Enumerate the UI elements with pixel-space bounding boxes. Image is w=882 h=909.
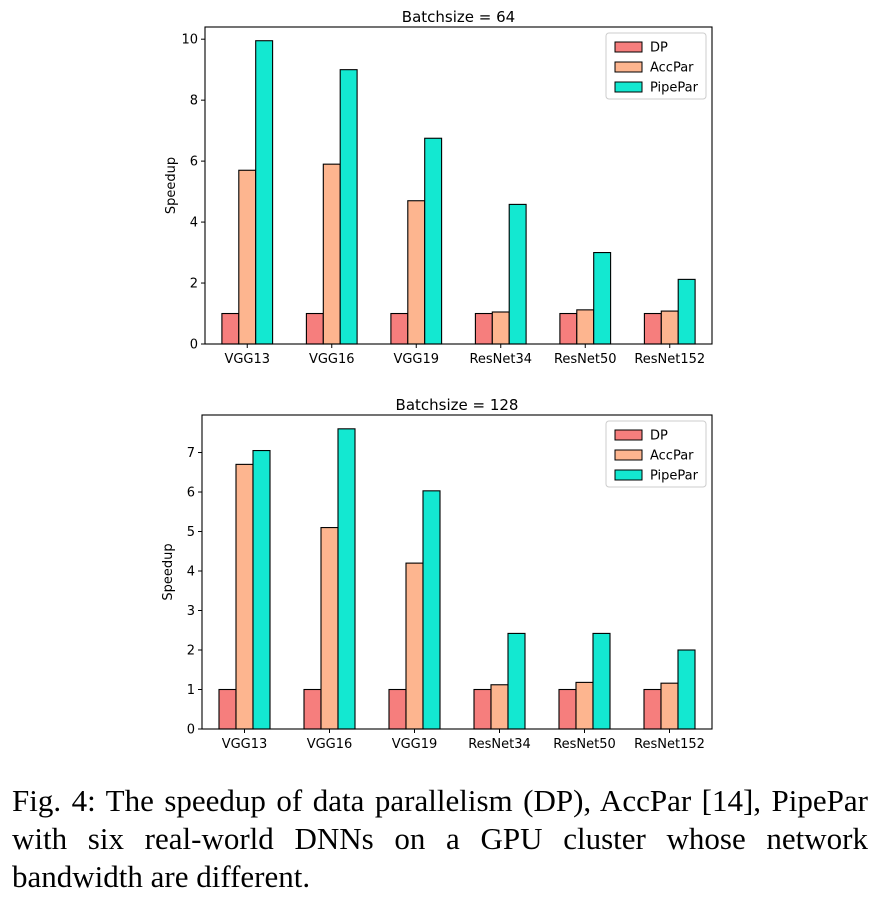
bar-accpar-resnet50 bbox=[576, 309, 595, 345]
y-tick-label: 6 bbox=[190, 155, 198, 170]
y-tick-label: 4 bbox=[190, 216, 198, 231]
bar-accpar-vgg13 bbox=[238, 169, 257, 345]
legend-swatch-dp bbox=[614, 41, 643, 53]
y-tick-label: 6 bbox=[187, 486, 195, 501]
x-tick-label: ResNet34 bbox=[468, 737, 531, 752]
y-tick-label: 1 bbox=[187, 683, 195, 698]
legend-label-dp: DP bbox=[650, 429, 668, 444]
bar-pipepar-resnet152 bbox=[677, 278, 696, 345]
x-tick-label: VGG13 bbox=[222, 737, 268, 752]
y-tick-label: 5 bbox=[187, 525, 195, 540]
bar-dp-vgg19 bbox=[388, 688, 407, 730]
bar-accpar-vgg19 bbox=[407, 200, 426, 345]
bar-dp-resnet34 bbox=[474, 312, 493, 345]
bar-accpar-vgg13 bbox=[235, 463, 254, 730]
bar-dp-resnet34 bbox=[473, 688, 492, 730]
y-tick-label: 10 bbox=[181, 33, 198, 48]
legend-label-accpar: AccPar bbox=[650, 61, 694, 76]
bar-pipepar-resnet50 bbox=[593, 252, 612, 345]
bar-pipepar-vgg16 bbox=[339, 69, 358, 345]
x-tick-label: VGG16 bbox=[307, 737, 353, 752]
y-tick-label: 2 bbox=[187, 644, 195, 659]
y-tick-label: 0 bbox=[187, 723, 195, 738]
bar-dp-vgg16 bbox=[303, 688, 322, 730]
chart-panel-2: Batchsize = 128 Speedup 0 1 2 3 4 5 6 7 VGG13 VGG16… bbox=[161, 396, 713, 752]
bar-accpar-resnet34 bbox=[491, 311, 510, 345]
legend-swatch-pipepar bbox=[614, 469, 643, 481]
x-tick-label: ResNet152 bbox=[634, 352, 705, 367]
y-tick-label: 0 bbox=[190, 338, 198, 353]
bar-accpar-vgg16 bbox=[320, 527, 339, 730]
bar-accpar-resnet34 bbox=[490, 684, 509, 730]
chart-title: Batchsize = 64 bbox=[402, 8, 515, 26]
bar-pipepar-vgg13 bbox=[255, 40, 274, 345]
bar-pipepar-resnet34 bbox=[507, 632, 526, 730]
x-tick-label: VGG19 bbox=[392, 737, 438, 752]
bar-dp-vgg19 bbox=[390, 312, 409, 345]
x-tick-label: ResNet50 bbox=[554, 352, 617, 367]
legend-label-accpar: AccPar bbox=[650, 449, 694, 464]
chart-title: Batchsize = 128 bbox=[396, 396, 519, 414]
bar-dp-resnet152 bbox=[643, 688, 662, 730]
y-tick-label: 7 bbox=[187, 446, 195, 461]
y-axis-label: Speedup bbox=[161, 543, 176, 600]
bar-pipepar-vgg13 bbox=[252, 449, 271, 730]
bar-pipepar-vgg19 bbox=[424, 137, 443, 345]
bar-pipepar-vgg16 bbox=[337, 428, 356, 730]
legend-swatch-dp bbox=[614, 429, 643, 441]
y-tick-label: 4 bbox=[187, 565, 195, 580]
bar-dp-vgg13 bbox=[221, 312, 240, 345]
plot-frame bbox=[204, 26, 713, 345]
x-tick-label: VGG19 bbox=[393, 352, 439, 367]
legend-swatch-pipepar bbox=[614, 81, 643, 93]
bar-pipepar-vgg19 bbox=[422, 490, 441, 730]
bar-pipepar-resnet152 bbox=[677, 649, 696, 730]
legend-label-pipepar: PipePar bbox=[650, 81, 699, 96]
y-tick-label: 3 bbox=[187, 604, 195, 619]
bar-accpar-vgg19 bbox=[405, 562, 424, 730]
legend-swatch-accpar bbox=[614, 61, 643, 73]
legend-label-pipepar: PipePar bbox=[650, 469, 699, 484]
y-tick-label: 8 bbox=[190, 94, 198, 109]
bar-accpar-resnet50 bbox=[575, 681, 594, 730]
y-axis-label: Speedup bbox=[164, 157, 179, 214]
y-tick-label: 2 bbox=[190, 277, 198, 292]
bar-dp-resnet50 bbox=[559, 312, 578, 345]
bar-accpar-vgg16 bbox=[322, 163, 341, 345]
legend-label-dp: DP bbox=[650, 41, 668, 56]
bar-accpar-resnet152 bbox=[660, 682, 679, 730]
x-tick-label: ResNet50 bbox=[553, 737, 616, 752]
x-tick-label: VGG16 bbox=[309, 352, 355, 367]
x-tick-label: VGG13 bbox=[224, 352, 270, 367]
bar-dp-resnet152 bbox=[643, 312, 662, 345]
x-tick-label: ResNet34 bbox=[469, 352, 532, 367]
bar-pipepar-resnet50 bbox=[592, 632, 611, 730]
chart-panel-1: Batchsize = 64 Speedup 0 2 4 6 8 10 VGG13 VGG16 VG… bbox=[164, 8, 713, 367]
figure-caption: Fig. 4: The speedup of data parallelism … bbox=[12, 783, 868, 894]
plot-frame bbox=[201, 414, 713, 730]
bar-pipepar-resnet34 bbox=[508, 203, 527, 345]
bar-accpar-resnet152 bbox=[660, 310, 679, 345]
bar-dp-vgg13 bbox=[218, 688, 237, 730]
legend-swatch-accpar bbox=[614, 449, 643, 461]
x-tick-label: ResNet152 bbox=[634, 737, 705, 752]
bar-dp-vgg16 bbox=[305, 312, 324, 345]
bar-dp-resnet50 bbox=[558, 688, 577, 730]
